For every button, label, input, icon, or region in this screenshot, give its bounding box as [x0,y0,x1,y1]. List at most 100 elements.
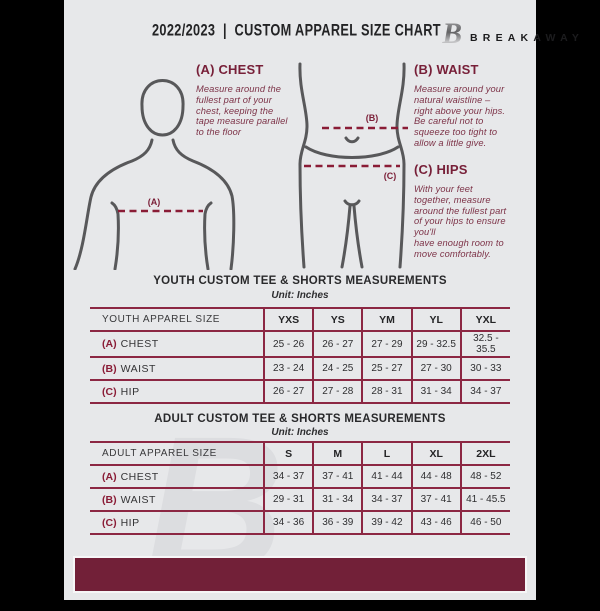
row-name: WAIST [120,493,156,506]
header-separator: | [222,21,227,40]
measurement-value-cell: 37 - 41 [410,488,461,511]
torso-figure: (A) [73,79,236,270]
left-shoulder-arm [73,138,154,270]
right-shoulder-arm [171,138,236,270]
size-column-header: 2XL [459,442,510,465]
table-row: (B) WAIST 23 - 24 24 - 25 25 - 27 27 - 30 30 -… [90,357,510,380]
measurement-value-cell: 46 - 50 [459,511,510,534]
table-corner-label: ADULT APPAREL SIZE [102,448,217,459]
measurement-value-cell: 41 - 44 [361,465,412,488]
chest-instructions: (A) CHEST Measure around the fullest par… [196,62,306,138]
measurement-value-cell: 32.5 - 35.5 [459,331,510,357]
measurement-value-cell: 28 - 31 [361,380,412,403]
measurement-value-cell: 29 - 31 [262,488,314,511]
measurement-value-cell: 31 - 34 [312,488,363,511]
size-column-header: XL [410,442,461,465]
measurement-value-cell: 25 - 26 [262,331,314,357]
crotch-curve [343,199,361,207]
size-column-header: S [262,442,314,465]
right-inner-leg [352,204,364,269]
size-column-header: YXL [459,308,510,331]
size-column-header: L [361,442,412,465]
measurement-value-cell: 31 - 34 [410,380,461,403]
row-prefix: (B) [102,362,117,375]
hips-instructions: (C) HIPS With your feet together, measur… [414,162,536,260]
table-row: (B) WAIST 29 - 31 31 - 34 34 - 37 37 - 41 41 -… [90,488,510,511]
measurement-value-cell: 30 - 33 [459,357,510,380]
measurement-value-cell: 34 - 37 [262,465,314,488]
measurement-value-cell: 27 - 29 [361,331,412,357]
waist-heading: (B) WAIST [414,62,479,77]
navel-mark [344,136,360,144]
row-prefix: (B) [102,493,117,506]
row-name: HIP [120,516,140,529]
measurement-value-cell: 24 - 25 [312,357,363,380]
left-armpit-line [110,201,120,270]
footer-bar [73,556,527,593]
waistband-curve [304,145,400,159]
table-row: (A) CHEST 34 - 37 37 - 41 41 - 44 44 - 48 48 -… [90,465,510,488]
page-header: 2022/2023 | CUSTOM APPAREL SIZE CHART [152,21,441,39]
row-label-cell: (B) WAIST [90,488,264,511]
measurement-value-cell: 29 - 32.5 [410,331,461,357]
page-title: CUSTOM APPAREL SIZE CHART [234,21,441,40]
measurement-value-cell: 27 - 30 [410,357,461,380]
row-name: CHEST [120,470,159,483]
table-corner-label: YOUTH APPAREL SIZE [102,314,221,325]
adult-table-title: ADULT CUSTOM TEE & SHORTS MEASUREMENTS [154,413,446,425]
youth-size-table: YOUTH APPAREL SIZE YXS YS YM YL YXL (A) CHEST 25… [90,307,510,404]
row-label-cell: (A) CHEST [90,331,264,357]
measurement-value-cell: 34 - 37 [459,380,510,403]
row-name: CHEST [120,338,159,350]
youth-table-title: YOUTH CUSTOM TEE & SHORTS MEASUREMENTS [153,275,447,287]
measurement-value-cell: 39 - 42 [361,511,412,534]
left-inner-leg [340,204,352,269]
brand-block: B BREAKAWAY [436,16,584,50]
breakaway-logo-icon: B [437,18,462,50]
measurement-value-cell: 25 - 27 [361,357,412,380]
table-header-row: ADULT APPAREL SIZE S M L XL 2XL [90,442,510,465]
size-column-header: YXS [262,308,314,331]
head-outline [140,79,185,137]
row-label-cell: (A) CHEST [90,465,264,488]
row-label-cell: (C) HIP [90,380,264,403]
adult-table-unit: Unit: Inches [271,427,329,438]
lower-body-figure: (B) (C) [298,62,408,269]
table-row: (C) HIP 34 - 36 36 - 39 39 - 42 43 - 46 46 - 5… [90,511,510,534]
youth-table-unit: Unit: Inches [271,290,329,301]
header-year: 2022/2023 [152,21,216,40]
measurement-value-cell: 34 - 36 [262,511,314,534]
measurement-value-cell: 27 - 28 [312,380,363,403]
measurement-value-cell: 43 - 46 [410,511,461,534]
brand-name: BREAKAWAY [470,31,585,44]
chest-body-text: Measure around the fullest part of your … [196,84,288,138]
right-armpit-line [203,201,213,270]
size-column-header: YM [361,308,412,331]
waist-instructions: (B) WAIST Measure around your natural wa… [414,62,536,149]
size-column-header: M [312,442,363,465]
measurement-value-cell: 23 - 24 [262,357,314,380]
measurement-value-cell: 26 - 27 [312,331,363,357]
measurement-value-cell: 34 - 37 [361,488,412,511]
measurement-value-cell: 36 - 39 [312,511,363,534]
row-name: WAIST [120,362,156,375]
row-prefix: (A) [102,470,117,483]
svg-text:B: B [441,18,462,50]
chest-heading: (A) CHEST [196,62,264,77]
table-header-row: YOUTH APPAREL SIZE YXS YS YM YL YXL [90,308,510,331]
table-row: (C) HIP 26 - 27 27 - 28 28 - 31 31 - 34 34 - 3… [90,380,510,403]
waist-line-label: (B) [366,113,379,123]
left-hip-outline [298,62,309,269]
adult-size-table: ADULT APPAREL SIZE S M L XL 2XL (A) CHEST 34 - 3… [90,441,510,535]
hips-line-label: (C) [384,171,397,181]
row-label-cell: (B) WAIST [90,357,264,380]
measurement-value-cell: 48 - 52 [459,465,510,488]
measurement-value-cell: 44 - 48 [410,465,461,488]
chest-line-label: (A) [148,197,161,207]
row-prefix: (A) [102,338,117,350]
size-column-header: YS [312,308,363,331]
row-name: HIP [120,385,140,398]
right-hip-outline [395,62,406,269]
size-column-header: YL [410,308,461,331]
row-prefix: (C) [102,385,117,398]
